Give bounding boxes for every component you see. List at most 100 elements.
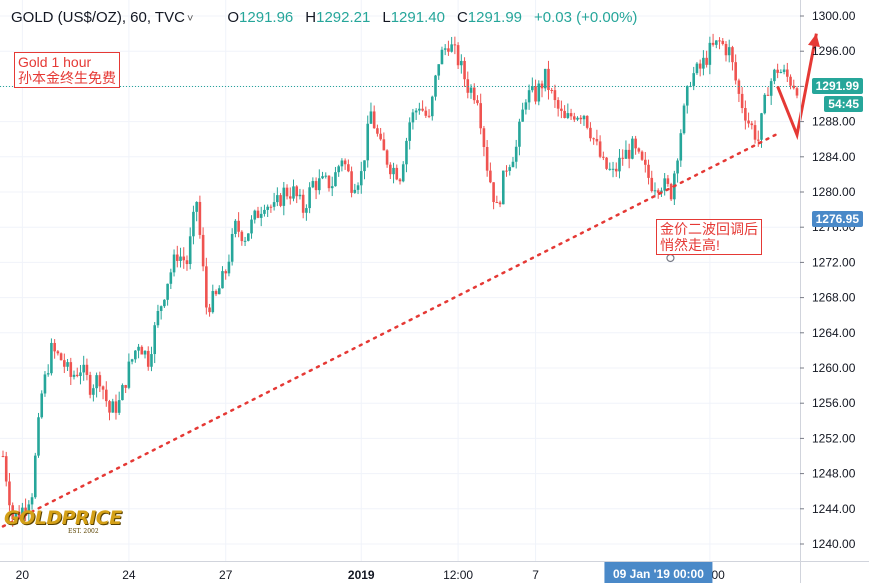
- candle-body: [127, 361, 131, 388]
- candle-body: [134, 350, 137, 360]
- candle-body: [298, 194, 302, 197]
- candle-body: [69, 362, 73, 377]
- candle-body: [766, 94, 770, 96]
- candle-body: [182, 256, 186, 261]
- open-label: O: [227, 9, 240, 26]
- candle-body: [737, 80, 741, 94]
- candle-body: [440, 49, 444, 65]
- candle-body: [414, 110, 418, 113]
- candle-body: [276, 195, 279, 203]
- candle-body: [169, 272, 173, 284]
- candle-body: [511, 161, 515, 168]
- candle-body: [405, 140, 408, 165]
- candle-body: [324, 175, 328, 177]
- candle-body: [540, 83, 544, 89]
- candle-body: [789, 76, 792, 86]
- candle-body: [66, 362, 69, 367]
- candle-body: [353, 189, 357, 193]
- candle-body: [269, 206, 273, 208]
- candle-body: [556, 100, 560, 109]
- candle-body: [656, 190, 660, 193]
- annotation-anchor-handle[interactable]: [666, 253, 675, 263]
- candle-body: [602, 156, 605, 158]
- candle-body: [230, 233, 234, 262]
- symbol-label: GOLD (US$/OZ), 60, TVC: [11, 9, 185, 26]
- time-tick-label: 20: [16, 568, 30, 582]
- candle-body: [702, 57, 705, 69]
- cursor-time-tag-bg: [604, 562, 713, 583]
- candle-body: [140, 346, 144, 355]
- candle-body: [108, 401, 111, 413]
- candle-body: [227, 261, 231, 274]
- candle-body: [359, 171, 363, 186]
- candle-body: [773, 69, 776, 82]
- candle-body: [418, 108, 421, 111]
- candle-body: [408, 122, 411, 141]
- candle-body: [295, 186, 299, 197]
- candle-body: [53, 342, 56, 352]
- candle-body: [508, 167, 512, 171]
- candle-body: [211, 291, 215, 313]
- arrow-head-icon: [808, 33, 820, 48]
- candle-body: [27, 504, 31, 512]
- candle-body: [221, 271, 224, 289]
- candle-body: [747, 120, 750, 124]
- candle-body: [598, 141, 602, 157]
- candle-body: [492, 182, 495, 203]
- candle-body: [146, 350, 150, 367]
- title-annotation[interactable]: Gold 1 hour 孙本金终生免费: [14, 52, 120, 88]
- candle-body: [188, 236, 192, 265]
- candle-body: [272, 202, 276, 207]
- candle-body: [731, 47, 734, 63]
- candle-body: [427, 115, 431, 117]
- candle-body: [531, 86, 534, 91]
- price-tick-label: 1264.00: [812, 326, 856, 340]
- low-label: L: [382, 9, 391, 26]
- title-annotation-line1: Gold 1 hour: [18, 54, 92, 70]
- candle-body: [524, 102, 528, 110]
- candle-body: [472, 87, 476, 101]
- candle-body: [721, 40, 725, 44]
- symbol-selector[interactable]: GOLD (US$/OZ), 60, TVC ˅: [11, 9, 193, 26]
- candle-body: [21, 507, 24, 517]
- candle-body: [340, 160, 344, 167]
- candle-body: [50, 342, 53, 374]
- logo-est: EST. 2002: [68, 528, 99, 535]
- candle-body: [727, 47, 731, 56]
- candle-body: [247, 233, 250, 241]
- candle-body: [4, 456, 8, 482]
- candle-body: [327, 175, 331, 189]
- candle-body: [104, 389, 108, 402]
- chevron-down-icon[interactable]: ˅: [186, 13, 194, 25]
- candle-body: [308, 187, 311, 209]
- candle-body: [582, 115, 586, 120]
- candle-body: [592, 138, 595, 140]
- chart-overlays: [0, 33, 820, 528]
- candle-body: [479, 103, 482, 129]
- time-tick-label: 27: [219, 568, 233, 582]
- candle-body: [653, 190, 657, 192]
- candle-body: [237, 220, 240, 232]
- candle-body: [292, 186, 295, 199]
- note-annotation[interactable]: 金价二波回调后 悄然走高!: [656, 219, 762, 255]
- candle-body: [498, 202, 502, 205]
- trend-line[interactable]: [1, 133, 777, 528]
- price-tick-label: 1244.00: [812, 502, 856, 516]
- candle-body: [172, 254, 176, 273]
- candle-body: [30, 497, 34, 505]
- forecast-arrow[interactable]: [776, 33, 818, 141]
- candle-body: [150, 354, 153, 367]
- candle-body: [476, 100, 479, 104]
- price-tick-label: 1252.00: [812, 431, 856, 445]
- candle-body: [666, 178, 670, 184]
- candle-body: [647, 164, 650, 178]
- candle-body: [560, 108, 563, 111]
- candle-body: [37, 417, 40, 456]
- candle-body: [288, 196, 292, 199]
- candle-body: [175, 254, 179, 261]
- candle-body: [85, 364, 89, 375]
- price-axis[interactable]: 1240.00 1244.00 1248.00 1252.00 1256.00 1260.…: [800, 0, 856, 583]
- candle-body: [631, 138, 634, 159]
